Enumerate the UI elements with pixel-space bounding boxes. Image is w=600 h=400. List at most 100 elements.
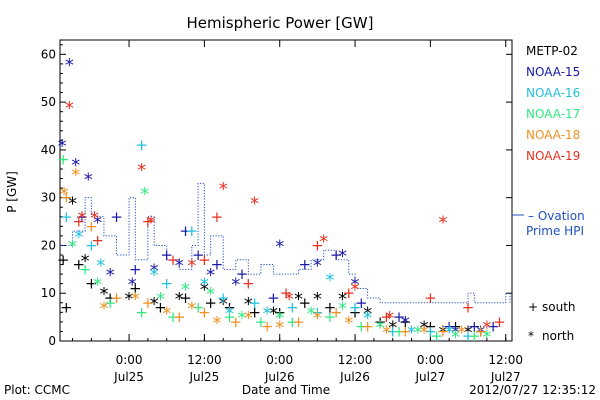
y-tick-label: 50 <box>41 95 56 109</box>
point-noaa-16-south: + <box>286 299 299 317</box>
y-tick-label: 30 <box>41 191 56 205</box>
point-noaa-17-south: + <box>393 322 406 340</box>
point-noaa-19-south: + <box>380 308 393 326</box>
point-noaa-18-south: + <box>60 189 73 207</box>
point-metp-02-south: + <box>349 303 362 321</box>
point-noaa-15-south: + <box>192 246 205 264</box>
point-noaa-18-south: + <box>399 322 412 340</box>
point-noaa-19-north: * <box>438 213 447 234</box>
point-noaa-19-south: + <box>462 299 475 317</box>
point-noaa-18-south: + <box>229 313 242 331</box>
legend-noaa-18: NOAA-18 <box>526 128 580 142</box>
point-noaa-18-north: * <box>131 289 140 310</box>
x-tick-label-time: 0:00 <box>266 353 293 367</box>
point-noaa-18-south: + <box>85 217 98 235</box>
point-noaa-15-south: + <box>355 294 368 312</box>
point-noaa-18-north: * <box>162 303 171 324</box>
point-noaa-16-north: * <box>363 308 372 329</box>
point-noaa-17-north: * <box>140 184 149 205</box>
point-metp-02-south: + <box>248 303 261 321</box>
point-noaa-15-south: + <box>267 289 280 307</box>
point-metp-02-south: + <box>223 299 236 317</box>
x-tick-label-time: 0:00 <box>116 353 143 367</box>
point-noaa-19-north: * <box>319 232 328 253</box>
point-noaa-17-south: + <box>104 294 117 312</box>
y-tick-label: 10 <box>41 286 56 300</box>
point-noaa-18-north: * <box>420 322 429 343</box>
point-noaa-15-south: + <box>179 222 192 240</box>
point-noaa-19-north: * <box>219 179 228 200</box>
point-noaa-18-north: * <box>244 308 253 329</box>
point-metp-02-south: + <box>104 289 117 307</box>
point-noaa-17-south: + <box>135 303 148 321</box>
point-noaa-19-north: * <box>482 318 491 339</box>
point-metp-02-north: * <box>244 294 253 315</box>
point-noaa-16-south: + <box>462 327 475 345</box>
legend: METP-02 NOAA-15 NOAA-16 NOAA-17 NOAA-18 NOAA-… <box>512 44 585 343</box>
x-tick-label-date: Jul26 <box>264 370 295 384</box>
point-noaa-15-north: * <box>71 155 80 176</box>
point-noaa-18-south: + <box>198 303 211 321</box>
point-metp-02-north: * <box>175 289 184 310</box>
point-noaa-19-north: * <box>137 160 146 181</box>
point-noaa-19-south: + <box>242 275 255 293</box>
point-noaa-19-north: * <box>250 193 259 214</box>
point-noaa-19-south: + <box>342 284 355 302</box>
point-metp-02-north: * <box>125 289 134 310</box>
point-noaa-18-north: * <box>60 184 69 205</box>
point-noaa-17-north: * <box>376 318 385 339</box>
point-metp-02-north: * <box>81 251 90 272</box>
point-noaa-15-north: * <box>338 246 347 267</box>
point-noaa-17-south: + <box>167 308 180 326</box>
legend-noaa-16: NOAA-16 <box>526 86 580 100</box>
point-metp-02-south: + <box>179 289 192 307</box>
point-noaa-15-south: + <box>330 246 343 264</box>
point-metp-02-north: * <box>219 294 228 315</box>
x-tick-label-time: 12:00 <box>488 353 523 367</box>
point-noaa-15-south: + <box>393 308 406 326</box>
point-noaa-17-north: * <box>482 327 491 348</box>
point-noaa-15-north: * <box>401 313 410 334</box>
point-noaa-16-south: + <box>311 303 324 321</box>
x-tick-label-time: 12:00 <box>338 353 373 367</box>
ovation-hpi-line <box>60 182 511 304</box>
y-tick-label: 0 <box>48 334 56 348</box>
point-metp-02-north: * <box>200 279 209 300</box>
data-points: ++++++++ + + + ++ + ++ + + + +*** * * * ** * ** * *** * * *+ +… <box>57 55 506 348</box>
point-metp-02-south: + <box>57 251 70 269</box>
point-noaa-17-south: + <box>192 299 205 317</box>
point-noaa-17-north: * <box>156 289 165 310</box>
point-metp-02-south: + <box>449 318 462 336</box>
point-noaa-15-south: + <box>468 318 481 336</box>
point-noaa-16-south: + <box>424 322 437 340</box>
point-noaa-16-south: + <box>85 236 98 254</box>
plot-frame <box>59 39 513 342</box>
legend-ovation-line1: – Ovation <box>528 209 585 223</box>
point-noaa-19-south: + <box>424 289 437 307</box>
x-tick-label-time: 0:00 <box>417 353 444 367</box>
point-metp-02-south: + <box>399 313 412 331</box>
point-metp-02-south: + <box>154 299 167 317</box>
point-noaa-15-north: * <box>93 213 102 234</box>
point-noaa-15-south: + <box>76 208 89 226</box>
point-metp-02-north: * <box>99 284 108 305</box>
point-noaa-17-south: + <box>79 260 92 278</box>
point-noaa-15-south: + <box>211 256 224 274</box>
point-noaa-19-south: + <box>73 213 86 231</box>
point-noaa-17-south: + <box>430 327 443 345</box>
point-noaa-15-north: * <box>84 170 93 191</box>
legend-noaa-15: NOAA-15 <box>526 65 580 79</box>
point-noaa-18-north: * <box>71 165 80 186</box>
point-noaa-17-south: + <box>223 308 236 326</box>
point-noaa-17-south: + <box>355 318 368 336</box>
point-metp-02-north: * <box>68 193 77 214</box>
y-axis-label: P [GW] <box>5 171 19 213</box>
point-noaa-17-north: * <box>275 308 284 329</box>
point-noaa-16-north: * <box>96 256 105 277</box>
legend-symbol-north: * <box>528 329 534 343</box>
point-noaa-16-north: * <box>74 227 83 248</box>
point-noaa-16-north: * <box>263 303 272 324</box>
point-metp-02-north: * <box>338 289 347 310</box>
point-noaa-18-south: + <box>437 322 450 340</box>
